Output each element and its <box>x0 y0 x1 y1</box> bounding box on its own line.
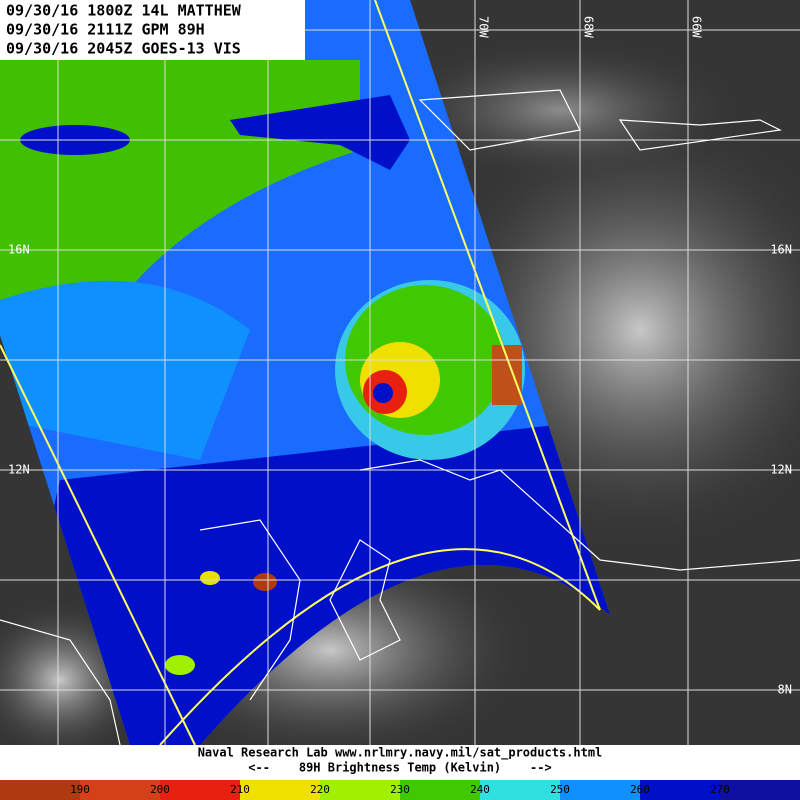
colorbar-segment <box>80 780 161 800</box>
header-line: 09/30/16 1800Z 14L MATTHEW <box>6 2 242 20</box>
colorbar-label: 240 <box>470 783 490 796</box>
lat-label: 16N <box>770 243 792 257</box>
lon-label: 70W <box>477 16 491 38</box>
colorbar-segment <box>0 780 81 800</box>
colorbar-segment <box>240 780 321 800</box>
colorbar-segment <box>720 780 800 800</box>
lon-label: 68W <box>582 16 596 38</box>
lat-label: 12N <box>8 463 30 477</box>
footer-line: <-- 89H Brightness Temp (Kelvin) --> <box>248 761 551 775</box>
colorbar-segment <box>560 780 641 800</box>
header-box <box>0 0 305 60</box>
colorbar-segment <box>320 780 401 800</box>
lat-label: 12N <box>770 463 792 477</box>
colorbar-label: 260 <box>630 783 650 796</box>
colorbar-segment <box>640 780 721 800</box>
colorbar-label: 220 <box>310 783 330 796</box>
footer-box <box>0 745 800 780</box>
colorbar-segment <box>400 780 481 800</box>
colorbar-label: 230 <box>390 783 410 796</box>
footer-line: Naval Research Lab www.nrlmry.navy.mil/s… <box>198 746 603 761</box>
swath-edge <box>0 0 601 746</box>
header-line: 09/30/16 2045Z GOES-13 VIS <box>6 40 241 58</box>
header-line: 09/30/16 2111Z GPM 89H <box>6 21 205 39</box>
coastlines <box>0 89 800 746</box>
colorbar-label: 200 <box>150 783 170 796</box>
colorbar-label: 270 <box>710 783 730 796</box>
colorbar-segment <box>160 780 241 800</box>
colorbar-segment <box>480 780 561 800</box>
colorbar-label: 210 <box>230 783 250 796</box>
lat-label: 16N <box>8 243 30 257</box>
lon-label: 66W <box>690 16 704 38</box>
lat-label: 8N <box>778 683 792 697</box>
colorbar-label: 190 <box>70 783 90 796</box>
colorbar-label: 250 <box>550 783 570 796</box>
